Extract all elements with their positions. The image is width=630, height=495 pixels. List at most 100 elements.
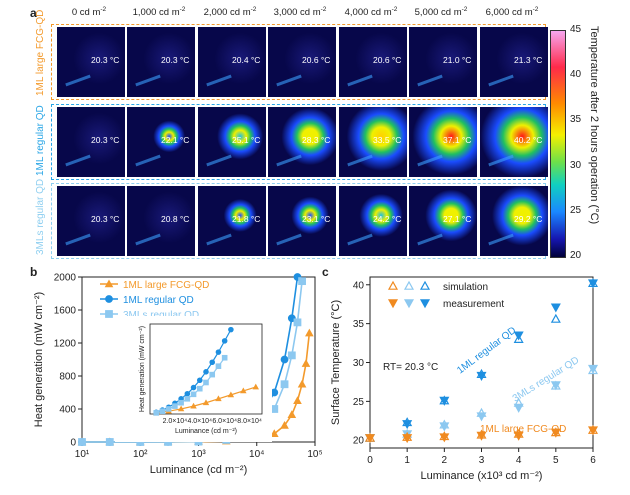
temperature-label: 20.6 °C bbox=[302, 55, 331, 65]
data-point bbox=[305, 328, 314, 337]
inset-data-point bbox=[203, 379, 209, 386]
x-tick-label: 10⁴ bbox=[249, 449, 264, 460]
electrode-wire bbox=[135, 233, 161, 246]
data-point bbox=[280, 420, 289, 429]
measurement-point bbox=[476, 412, 487, 422]
y-tick-label: 40 bbox=[353, 280, 365, 291]
legend-marker bbox=[419, 280, 431, 290]
thermal-image: 20.8 °C bbox=[127, 186, 195, 256]
inset-data-point bbox=[172, 403, 178, 409]
temperature-label: 40.2 °C bbox=[514, 135, 543, 145]
inset-background bbox=[115, 316, 272, 442]
measurement-point bbox=[513, 403, 524, 413]
inset-data-point bbox=[184, 396, 191, 402]
surface-temperature-chart: 20 25 30 35 40 0 1 2 3 4 5 6 Luminance (x10³ cd m⁻²)… bbox=[330, 276, 599, 482]
electrode-wire bbox=[488, 154, 514, 167]
legend-text: 1ML regular QD bbox=[123, 295, 194, 306]
measurement-point bbox=[402, 434, 413, 444]
colorbar-tick: 35 bbox=[570, 114, 582, 126]
legend-text: 3MLs regular QD bbox=[123, 310, 199, 321]
column-label: 0 cd m-2 bbox=[71, 6, 107, 19]
electrode-wire bbox=[276, 74, 302, 87]
row-label: 1ML regular QD bbox=[35, 105, 46, 176]
electrode-wire bbox=[488, 74, 514, 87]
measurement-point bbox=[439, 433, 450, 443]
series-label: 3MLs regular QD bbox=[511, 355, 581, 405]
column-label: 3,000 cd m-2 bbox=[273, 6, 327, 19]
data-point bbox=[287, 314, 296, 323]
electrode-wire bbox=[65, 154, 91, 167]
data-point bbox=[293, 396, 302, 404]
measurement-point bbox=[476, 371, 487, 381]
y-tick-label: 1200 bbox=[54, 339, 77, 350]
electrode-wire bbox=[276, 154, 302, 167]
measurement-point bbox=[587, 426, 599, 436]
inset-data-point bbox=[196, 385, 203, 392]
inset-x-tick-label: 8.0×10⁴ bbox=[237, 418, 262, 425]
thermal-image: 20.3 °C bbox=[57, 107, 125, 177]
x-tick-label: 10¹ bbox=[75, 449, 90, 460]
thermal-image: 24.2 °C bbox=[339, 186, 407, 256]
y-tick-label: 400 bbox=[59, 405, 76, 416]
inset-data-point bbox=[209, 359, 216, 366]
column-label: 1,000 cd m-2 bbox=[132, 6, 186, 19]
electrode-wire bbox=[65, 233, 91, 246]
colorbar-tick: 25 bbox=[570, 204, 582, 216]
electrode-wire bbox=[206, 74, 232, 87]
electrode-wire bbox=[135, 154, 161, 167]
electrode-wire bbox=[347, 74, 373, 87]
colorbar bbox=[550, 30, 566, 258]
legend-text: simulation bbox=[443, 282, 488, 293]
temperature-label: 20.6 °C bbox=[373, 55, 402, 65]
temperature-label: 20.4 °C bbox=[232, 55, 261, 65]
y-tick-label: 20 bbox=[353, 436, 365, 447]
x-tick-label: 10³ bbox=[191, 449, 206, 460]
temperature-label: 29.2 °C bbox=[514, 214, 543, 224]
measurement-point bbox=[513, 331, 524, 341]
data-point bbox=[280, 380, 289, 389]
x-tick-label: 4 bbox=[516, 455, 522, 466]
x-tick-label: 2 bbox=[442, 455, 448, 466]
inset-data-point bbox=[165, 406, 172, 412]
measurement-point bbox=[513, 431, 524, 441]
electrode-wire bbox=[65, 74, 91, 87]
measurement-point bbox=[402, 420, 413, 430]
measurement-point bbox=[587, 364, 599, 374]
inset-data-point bbox=[215, 363, 222, 369]
thermal-image: 33.5 °C bbox=[339, 107, 407, 177]
temperature-label: 37.1 °C bbox=[443, 135, 472, 145]
thermal-image: 20.6 °C bbox=[339, 27, 407, 97]
inset-y-axis-label: Heat generation (mW cm⁻²) bbox=[139, 326, 146, 412]
rt-annotation: RT= 20.3 °C bbox=[383, 362, 438, 373]
x-tick-label: 6 bbox=[590, 455, 596, 466]
inset-data-point bbox=[221, 338, 228, 344]
y-tick-label: 800 bbox=[59, 372, 76, 383]
inset-x-axis-label: Luminance (cd m⁻²) bbox=[175, 428, 237, 435]
y-tick-label: 25 bbox=[353, 397, 365, 408]
row-label: 1ML large FCG-QD bbox=[35, 9, 46, 96]
temperature-label: 20.3 °C bbox=[91, 55, 120, 65]
legend-marker bbox=[105, 310, 113, 318]
thermal-row: 20.3 °C 22.1 °C 25.1 °C 28.3 °C 33.5 °C 37.1 … bbox=[51, 104, 548, 180]
thermal-image: 21.0 °C bbox=[409, 27, 477, 97]
electrode-wire bbox=[488, 233, 514, 246]
temperature-label: 25.1 °C bbox=[232, 135, 261, 145]
measurement-point bbox=[550, 303, 561, 313]
legend-marker bbox=[403, 299, 415, 309]
thermal-image: 25.1 °C bbox=[198, 107, 266, 177]
measurement-point bbox=[550, 428, 561, 438]
measurement-point bbox=[587, 279, 599, 289]
inset-data-point bbox=[153, 410, 160, 416]
thermal-image: 23.1 °C bbox=[268, 186, 336, 256]
data-point bbox=[105, 438, 114, 446]
inset-data-point bbox=[209, 371, 216, 378]
data-point bbox=[287, 410, 297, 419]
data-point bbox=[298, 277, 306, 286]
electrode-wire bbox=[206, 154, 232, 167]
electrode-wire bbox=[417, 74, 443, 87]
panel-c-label: c bbox=[322, 265, 329, 279]
inset-data-point bbox=[221, 354, 228, 361]
inset-data-point bbox=[252, 383, 259, 390]
electrode-wire bbox=[417, 154, 443, 167]
electrode-wire bbox=[276, 233, 302, 246]
